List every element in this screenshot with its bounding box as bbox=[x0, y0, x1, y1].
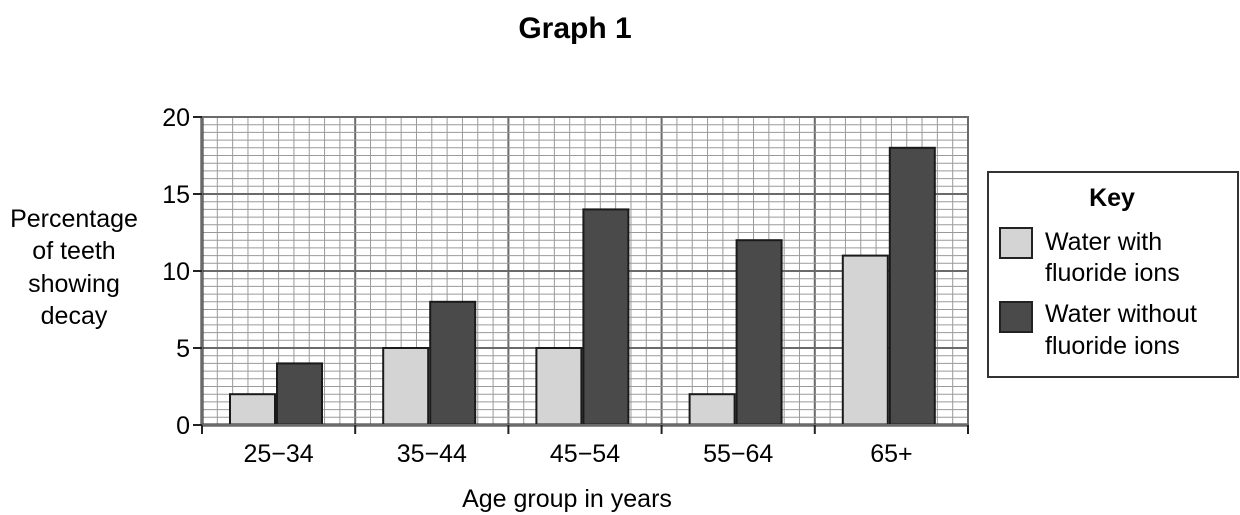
legend-swatch-with-fluoride bbox=[999, 227, 1033, 259]
y-axis-label: Percentage of teeth showing decay bbox=[10, 205, 138, 330]
y-tick-label: 10 bbox=[162, 258, 190, 286]
legend-label-with-fluoride-line2: fluoride ions bbox=[1045, 259, 1180, 287]
legend-label-without-fluoride-line2: fluoride ions bbox=[1045, 332, 1180, 360]
legend: Key Water with fluoride ions Water witho… bbox=[987, 171, 1239, 378]
bar-with-fluoride-3 bbox=[688, 393, 736, 427]
y-tick-label: 5 bbox=[176, 335, 190, 363]
legend-box bbox=[987, 171, 1239, 378]
x-axis-label: Age group in years bbox=[462, 485, 672, 513]
x-tick-label: 35−44 bbox=[397, 440, 467, 468]
y-axis-label-line: showing bbox=[28, 270, 120, 298]
y-tick-label: 0 bbox=[176, 412, 190, 440]
bar-with-fluoride-2 bbox=[535, 347, 583, 426]
bar-without-fluoride-4 bbox=[888, 146, 936, 427]
y-axis-label-line: of teeth bbox=[32, 237, 115, 265]
bar-with-fluoride-1 bbox=[382, 347, 430, 426]
x-tick-label: 65+ bbox=[870, 440, 912, 468]
bars-group bbox=[229, 146, 936, 427]
bar-with-fluoride-4 bbox=[841, 254, 889, 426]
x-tick-label: 45−54 bbox=[550, 440, 620, 468]
bar-without-fluoride-0 bbox=[276, 362, 323, 426]
bar-without-fluoride-1 bbox=[429, 300, 477, 426]
x-tick-label: 55−64 bbox=[703, 440, 773, 468]
x-tick-label: 25−34 bbox=[243, 440, 313, 468]
legend-title: Key bbox=[1089, 184, 1135, 212]
y-axis-label-line: Percentage bbox=[10, 205, 138, 233]
bar-without-fluoride-3 bbox=[735, 239, 783, 426]
y-axis-label-line: decay bbox=[41, 302, 108, 330]
legend-swatch-without-fluoride bbox=[999, 301, 1033, 333]
x-tick-labels: 25−34 35−44 45−54 55−64 65+ bbox=[201, 425, 969, 468]
y-tick-label: 15 bbox=[162, 181, 190, 209]
bar-without-fluoride-2 bbox=[582, 208, 630, 426]
y-tick-label: 20 bbox=[162, 104, 190, 132]
bar-with-fluoride-0 bbox=[229, 393, 276, 427]
y-tick-labels: 0 5 10 15 20 bbox=[162, 104, 202, 440]
legend-label-with-fluoride-line1: Water with bbox=[1045, 228, 1162, 256]
legend-label-without-fluoride-line1: Water without bbox=[1045, 300, 1197, 328]
chart-title: Graph 1 bbox=[518, 12, 631, 45]
